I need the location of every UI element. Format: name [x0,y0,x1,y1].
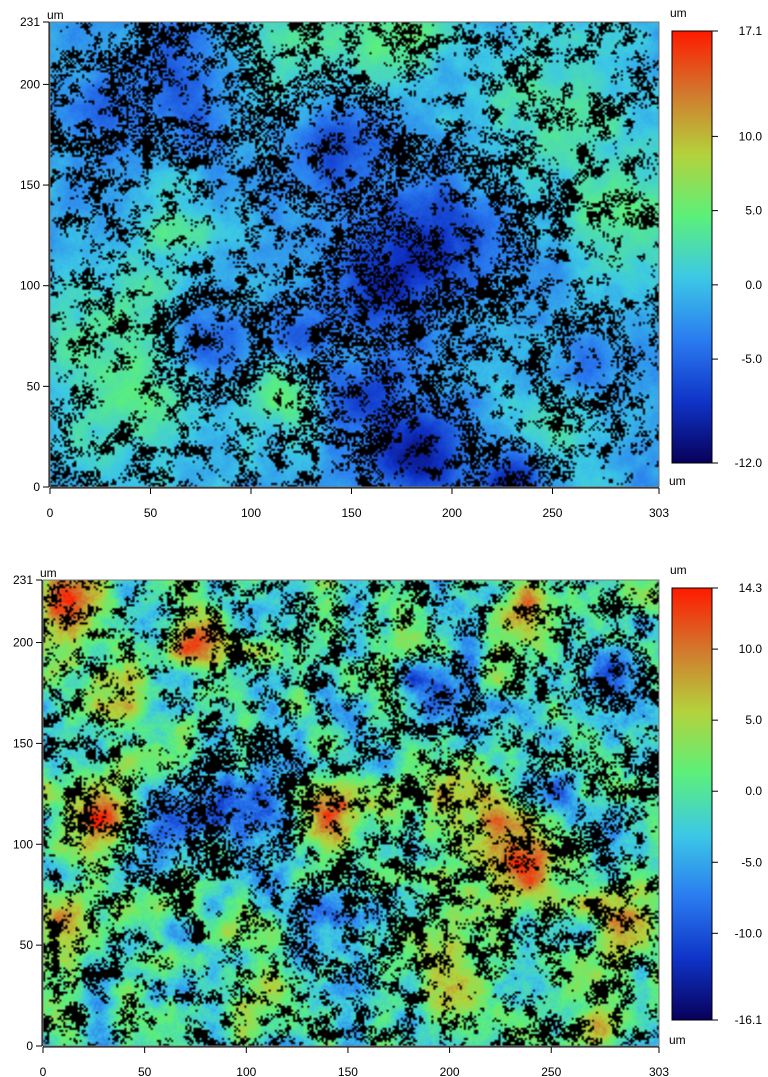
colorbar-tick-label: 5.0 [745,204,762,218]
y-tick-label: 0 [26,1039,33,1053]
y-tick-label: 231 [13,573,33,587]
height-map [43,580,659,1046]
colorbar-tick-label: -16.1 [735,1013,763,1027]
y-tick-label: 200 [20,77,40,91]
y-tick-label: 150 [20,178,40,192]
x-tick-label: 100 [236,1065,256,1077]
x-tick-label: 200 [442,506,462,520]
x-tick-label: 150 [338,1065,358,1077]
colorbar-tick-label: -5.0 [741,855,762,869]
y-tick-label: 50 [20,938,34,952]
colorbar-unit-label: um [670,6,687,20]
colorbar-tick-label: 10.0 [739,129,763,143]
y-unit-label: um [40,566,57,580]
x-tick-label: 303 [649,1065,669,1077]
x-tick-label: 0 [40,1065,47,1077]
colorbar-tick-label: -10.0 [735,926,763,940]
plot-frame [42,579,660,1047]
colorbar-tick-label: 0.0 [745,784,762,798]
x-tick-label: 303 [649,506,669,520]
panel-2: 0 50 100 150 200 250 303 um 0 50 100 150 200 231 um um 1… [13,563,762,1077]
x-unit-label: um [669,1033,686,1047]
colorbar-tick-label: 14.3 [739,581,763,595]
y-tick-label: 0 [33,480,40,494]
x-tick-label: 250 [542,506,562,520]
colorbar-unit-label: um [670,563,687,577]
y-tick-label: 50 [27,379,41,393]
colorbar-tick-label: 0.0 [745,278,762,292]
x-tick-label: 150 [341,506,361,520]
height-map [50,22,659,487]
y-tick-label: 200 [13,636,33,650]
colorbar-tick-label: 10.0 [739,642,763,656]
y-tick-label: 150 [13,736,33,750]
colorbar [671,30,713,464]
x-tick-label: 50 [144,506,158,520]
x-tick-label: 0 [47,506,54,520]
y-tick-label: 231 [20,15,40,29]
y-unit-label: um [47,8,64,22]
x-tick-label: 50 [138,1065,152,1077]
plot-frame [49,21,660,488]
colorbar-tick-label: -12.0 [735,456,763,470]
colorbar [671,587,713,1021]
colorbar-tick-label: 5.0 [745,713,762,727]
y-tick-label: 100 [13,837,33,851]
colorbar-tick-label: 17.1 [739,24,763,38]
x-unit-label: um [669,474,686,488]
y-tick-label: 100 [20,279,40,293]
colorbar-tick-label: -5.0 [741,352,762,366]
x-tick-label: 100 [241,506,261,520]
x-tick-label: 200 [440,1065,460,1077]
x-tick-label: 250 [541,1065,561,1077]
panel-1: 0 50 100 150 200 250 303 um 0 50 100 150 200 231 um um 1… [20,6,762,520]
